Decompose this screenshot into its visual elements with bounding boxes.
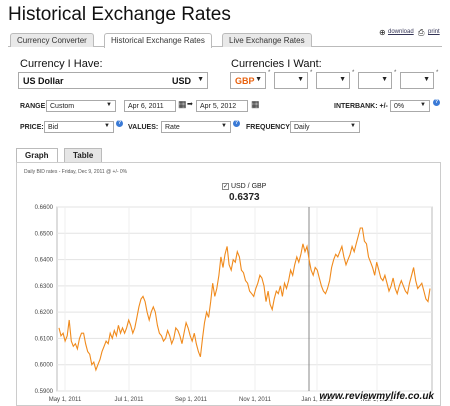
interbank-value: 0% [394,103,405,110]
page-title: Historical Exchange Rates [8,4,231,25]
y-tick-label: 0.6100 [35,336,54,342]
tab-currency-converter[interactable]: Currency Converter [10,33,94,47]
chevron-down-icon: ▼ [350,123,356,129]
series-line [58,227,431,372]
frequency-value: Daily [294,124,310,131]
frequency-select[interactable]: Daily ▼ [290,121,360,133]
y-tick-label: 0.6200 [35,310,54,316]
y-tick-label: 0.6500 [35,231,54,237]
chevron-down-icon: ▼ [420,102,426,108]
chevron-down-icon: ▼ [381,76,388,83]
chevron-down-icon: ▼ [197,76,204,83]
values-select[interactable]: Rate ▼ [161,121,231,133]
date-from-input[interactable]: Apr 6, 2011 [124,100,176,112]
date-to-input[interactable]: Apr 5, 2012 [196,100,248,112]
calendar-icon[interactable]: ▦ [178,99,187,109]
y-tick-label: 0.6000 [35,363,54,369]
required-mark: * [310,70,313,76]
range-value: Custom [50,103,75,110]
interbank-select[interactable]: 0% ▼ [390,100,430,112]
interbank-label: INTERBANK: +/- [334,103,388,110]
chart-svg: 0.6600 0.6500 0.6400 0.6300 0.6200 0.6100 0.60… [35,205,433,403]
price-select[interactable]: Bid ▼ [44,121,114,133]
required-mark: * [394,70,397,76]
chevron-down-icon: ▼ [297,76,304,83]
print-link[interactable]: print [428,29,440,35]
required-mark: * [352,70,355,76]
range-select[interactable]: Custom ▼ [46,100,116,112]
main-tabs: Currency Converter Historical Exchange R… [8,33,442,48]
x-tick-label: Nov 1, 2011 [239,397,272,403]
chevron-down-icon: ▼ [221,123,227,129]
currency-want-select-2[interactable]: ▼ [274,72,308,89]
x-tick-label: May 1, 2011 [49,397,82,403]
x-tick-label: Jul 1, 2011 [115,397,145,403]
currency-have-label: Currency I Have: [20,58,103,70]
values-value: Rate [165,124,180,131]
watermark: www.reviewmylife.co.uk [319,391,434,402]
required-mark: * [268,70,271,76]
x-tick-label: Sep 1, 2011 [175,397,208,403]
chevron-down-icon: ▼ [423,76,430,83]
help-icon[interactable]: ? [433,99,440,106]
chevron-down-icon: ▼ [106,102,112,108]
help-icon[interactable]: ? [116,120,123,127]
chevron-down-icon: ▼ [104,123,110,129]
tab-historical-exchange-rates[interactable]: Historical Exchange Rates [104,33,212,48]
tab-graph[interactable]: Graph [16,148,58,163]
chevron-down-icon: ▼ [339,76,346,83]
currency-want-select-3[interactable]: ▼ [316,72,350,89]
chart-panel: Daily BID rates - Friday, Dec 9, 2011 @ … [16,162,441,406]
legend-value: 0.6373 [229,192,260,203]
currency-want-selected: GBP [235,76,255,86]
currency-want-select-5[interactable]: ▼ [400,72,434,89]
arrow-right-icon: ➡ [187,101,193,108]
calendar-icon[interactable]: ▦ [251,99,260,109]
y-tick-label: 0.6300 [35,284,54,290]
x-tick-label: Mar 1, 2012 [361,397,394,403]
tab-table[interactable]: Table [64,148,103,162]
print-icon[interactable]: ⎙ [418,28,425,37]
chart-caption: Daily BID rates - Friday, Dec 9, 2011 @ … [24,169,128,175]
y-tick-label: 0.6400 [35,258,54,264]
y-tick-label: 0.5900 [35,389,54,395]
y-tick-label: 0.6600 [35,205,54,211]
legend-label: USD / GBP [230,183,267,190]
price-value: Bid [48,124,59,131]
currency-want-select-1[interactable]: GBP ▼ [230,72,266,89]
price-label: PRICE: [20,124,44,131]
chevron-down-icon: ▼ [255,76,262,83]
tab-live-exchange-rates[interactable]: Live Exchange Rates [222,33,312,47]
currency-have-code: USD [171,76,191,86]
plot-area [56,206,433,392]
range-label: RANGE: [20,103,48,110]
currency-have-select[interactable]: US Dollar USD ▼ [18,72,208,89]
help-icon[interactable]: ? [233,120,240,127]
required-mark: * [436,70,439,76]
x-tick-label: Jan 1, 2012 [301,397,333,403]
legend: ✓ USD / GBP [222,183,266,190]
legend-checkbox[interactable]: ✓ [222,183,229,190]
download-link[interactable]: download [388,29,414,35]
frequency-label: FREQUENCY: [246,124,292,131]
currency-have-name: US Dollar [23,76,64,86]
download-icon[interactable]: ⊕ [379,28,386,37]
currency-want-select-4[interactable]: ▼ [358,72,392,89]
currency-want-label: Currencies I Want: [231,58,322,70]
values-label: VALUES: [128,124,159,131]
